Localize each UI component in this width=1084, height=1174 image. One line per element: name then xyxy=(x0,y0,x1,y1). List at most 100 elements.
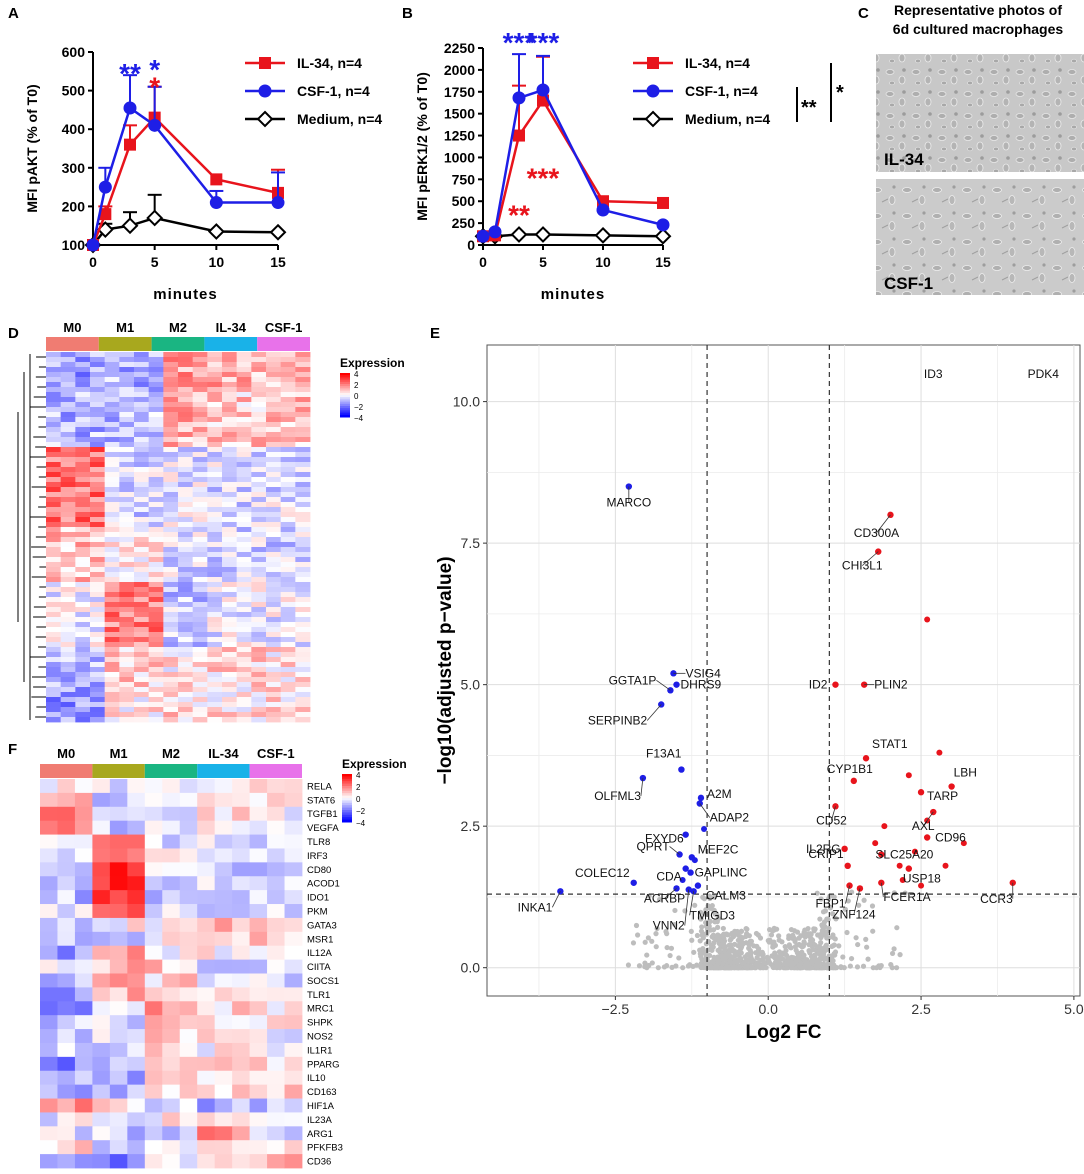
heat-cell xyxy=(214,1084,233,1099)
gene-label: CD163 xyxy=(307,1087,337,1098)
heat-cell xyxy=(266,427,282,433)
heat-cell xyxy=(178,367,194,373)
legend-title: Expression xyxy=(340,356,405,370)
heat-cell xyxy=(134,587,150,593)
heat-cell xyxy=(207,677,223,683)
heat-cell xyxy=(178,427,194,433)
heat-cell xyxy=(179,806,198,822)
heat-cell xyxy=(163,687,179,693)
heat-cell xyxy=(192,502,208,508)
heat-cell xyxy=(134,452,150,458)
label-leader xyxy=(646,704,662,721)
ns-point xyxy=(848,955,855,962)
heat-cell xyxy=(280,357,296,363)
significance-star: ** xyxy=(119,58,141,89)
legend-swatch xyxy=(340,390,350,394)
heat-cell xyxy=(74,945,93,961)
ns-point xyxy=(891,946,897,952)
heat-cell xyxy=(92,1015,111,1030)
heat-cell xyxy=(40,917,58,933)
heat-cell xyxy=(251,552,267,558)
heat-cell xyxy=(236,617,252,623)
heat-cell xyxy=(251,452,267,458)
heat-cell xyxy=(104,482,120,488)
heat-cell xyxy=(162,1029,181,1044)
heat-cell xyxy=(46,612,62,618)
heat-cell xyxy=(236,712,252,718)
heat-cell xyxy=(280,557,296,563)
heat-cell xyxy=(109,1112,128,1127)
heat-cell xyxy=(104,717,120,723)
heat-cell xyxy=(163,597,179,603)
heat-cell xyxy=(192,667,208,673)
heat-cell xyxy=(249,1084,268,1099)
heat-cell xyxy=(134,477,150,483)
heat-cell xyxy=(295,712,311,718)
heat-cell xyxy=(179,904,198,919)
heat-cell xyxy=(75,562,91,568)
heat-cell xyxy=(222,662,238,668)
heat-cell xyxy=(109,1098,128,1113)
heat-cell xyxy=(192,367,208,373)
heat-cell xyxy=(266,447,282,453)
heat-cell xyxy=(74,1056,93,1072)
heat-cell xyxy=(295,512,311,518)
group-bar xyxy=(249,764,302,778)
heat-cell xyxy=(119,617,135,623)
heat-cell xyxy=(251,472,267,478)
heat-cell xyxy=(74,834,93,849)
heat-cell xyxy=(40,848,58,863)
heat-cell xyxy=(178,707,194,713)
heat-cell xyxy=(222,712,238,718)
heat-cell xyxy=(90,632,106,638)
heat-cell xyxy=(119,362,135,368)
legend-swatch xyxy=(342,798,352,801)
x-axis-label: Log2 FC xyxy=(746,1022,822,1043)
heat-cell xyxy=(236,527,252,533)
heat-cell xyxy=(249,1042,268,1058)
heat-cell xyxy=(119,412,135,418)
heat-cell xyxy=(46,667,62,673)
heat-cell xyxy=(178,562,194,568)
legend-swatch xyxy=(342,805,352,809)
heat-cell xyxy=(119,507,135,513)
heat-cell xyxy=(109,1042,128,1058)
heat-cell xyxy=(134,637,150,643)
ns-point xyxy=(817,916,823,922)
heat-cell xyxy=(207,467,223,473)
heat-cell xyxy=(192,447,208,453)
y-tick-label: 500 xyxy=(62,83,86,99)
heat-cell xyxy=(162,931,181,947)
point-label: PDK4 xyxy=(1028,367,1060,381)
label-leader xyxy=(684,889,690,926)
heat-cell xyxy=(295,527,311,533)
heat-cell xyxy=(251,532,267,538)
heat-cell xyxy=(236,552,252,558)
heat-cell xyxy=(222,687,238,693)
heat-cell xyxy=(90,502,106,508)
heat-cell xyxy=(75,717,91,723)
ns-point xyxy=(818,896,824,902)
heat-cell xyxy=(266,432,282,438)
heat-cell xyxy=(148,677,164,683)
heat-cell xyxy=(119,702,135,708)
heat-cell xyxy=(178,422,194,428)
heat-cell xyxy=(104,362,120,368)
ns-point xyxy=(865,956,871,962)
heat-cell xyxy=(104,357,120,363)
ns-point xyxy=(663,928,669,935)
point-label: CHI3L1 xyxy=(842,559,883,573)
heat-cell xyxy=(119,467,135,473)
heat-cell xyxy=(162,1015,181,1030)
heat-cell xyxy=(46,477,62,483)
heat-cell xyxy=(207,697,223,703)
heat-cell xyxy=(295,352,311,358)
heat-cell xyxy=(192,527,208,533)
heat-cell xyxy=(119,472,135,478)
heat-cell xyxy=(280,492,296,498)
heat-cell xyxy=(134,692,150,698)
heat-cell xyxy=(92,806,111,822)
heat-cell xyxy=(46,537,62,543)
heat-cell xyxy=(104,692,120,698)
heat-cell xyxy=(148,357,164,363)
